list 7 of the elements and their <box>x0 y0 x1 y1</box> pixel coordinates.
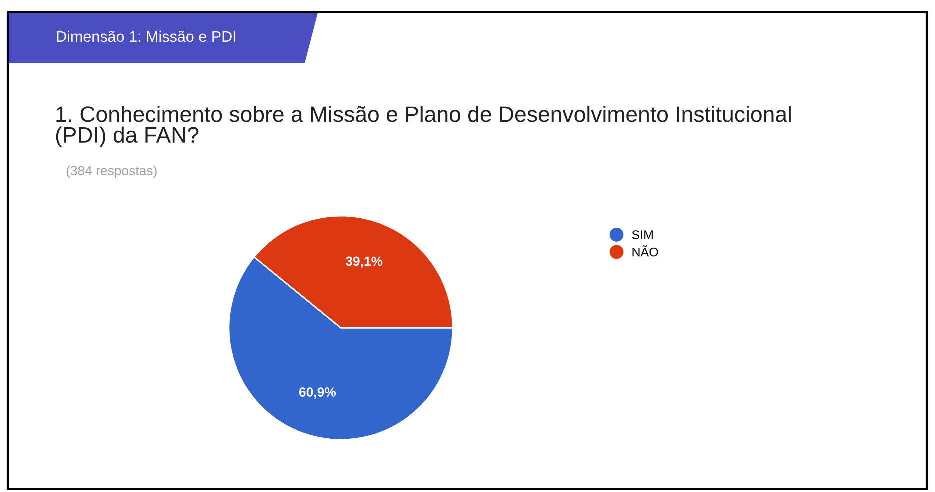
chart-title: 1. Conhecimento sobre a Missão e Plano de Desenvolvimento Institucional (PDI) da FAN? <box>56 106 791 148</box>
data-label: 39,1% <box>346 256 383 268</box>
text: Dimensão 1: Missão e PDI <box>57 30 236 42</box>
legend-label: NÃO <box>632 246 658 257</box>
legend-label: SIM <box>632 230 653 240</box>
text: (384 respostas) <box>66 166 157 178</box>
data-label: 60,9% <box>299 388 336 399</box>
